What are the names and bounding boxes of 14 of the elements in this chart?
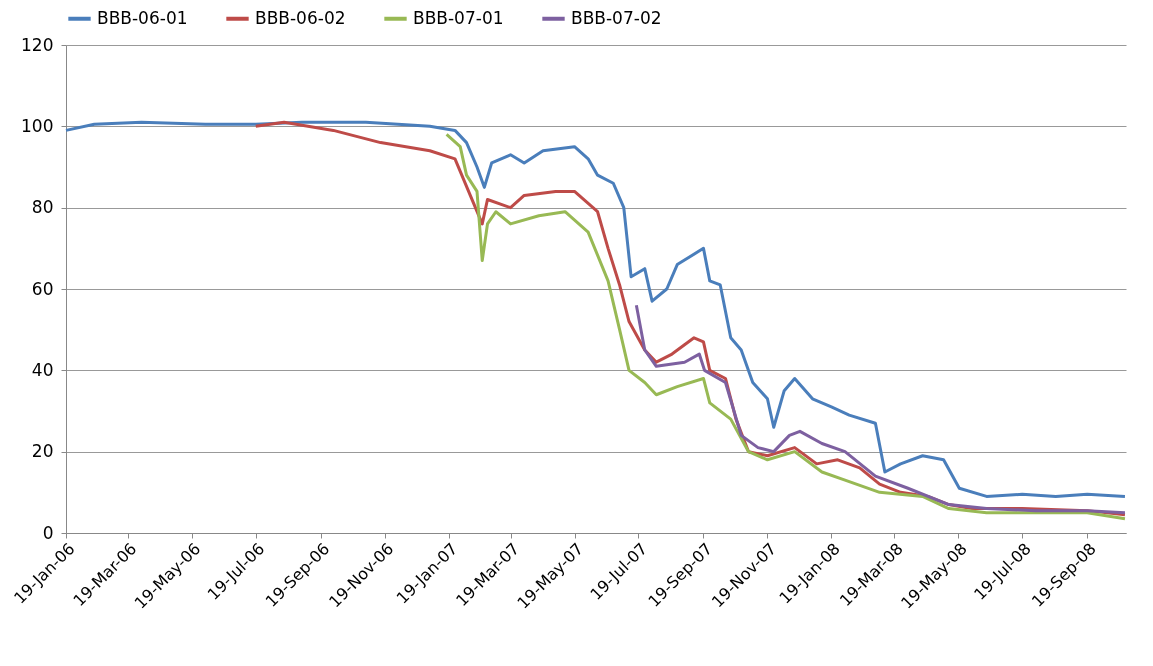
- legend-label: BBB-06-01: [97, 7, 188, 28]
- line-series: [634, 303, 1127, 515]
- y-tick-label: 80: [31, 197, 54, 218]
- y-tick-label: 0: [42, 522, 54, 543]
- y-tick-label: 60: [31, 278, 54, 299]
- legend-label: BBB-07-02: [571, 7, 662, 28]
- y-tick-label: 100: [21, 115, 54, 136]
- y-tick-label: 120: [21, 34, 54, 55]
- line-series: [64, 120, 1127, 498]
- y-tick-label: 40: [31, 359, 54, 380]
- legend-label: BBB-06-02: [255, 7, 346, 28]
- line-series: [445, 132, 1127, 521]
- y-tick-label: 20: [31, 441, 54, 462]
- legend-label: BBB-07-01: [413, 7, 504, 28]
